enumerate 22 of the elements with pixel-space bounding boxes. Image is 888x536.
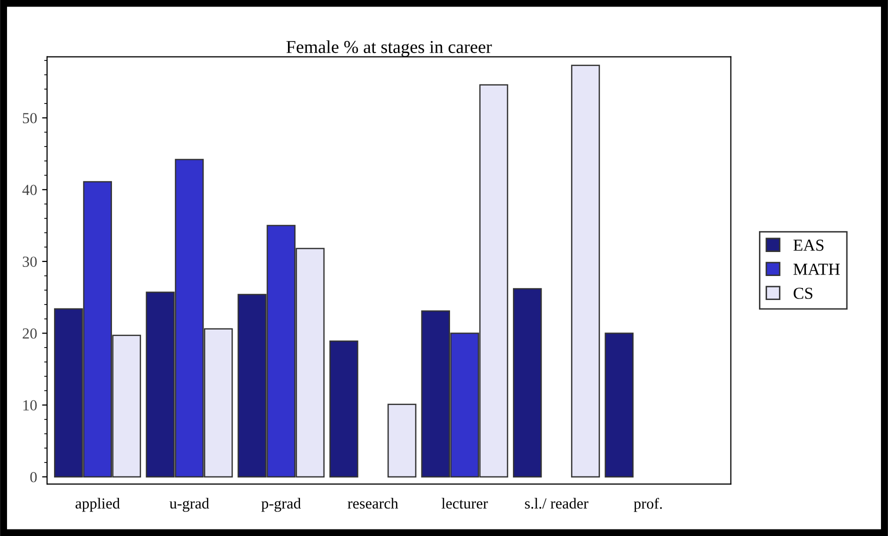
x-tick-label: u-grad <box>170 498 210 512</box>
y-tick-label: 50 <box>22 112 37 124</box>
x-tick-label: research <box>348 498 398 509</box>
bar <box>571 64 600 478</box>
legend-label: MATH <box>793 264 840 275</box>
x-tick-label: prof. <box>634 498 662 512</box>
legend-label: CS <box>794 288 812 299</box>
y-tick-label: 40 <box>22 184 37 196</box>
chart-title: Female % at stages in career <box>286 40 492 57</box>
x-tick-label: s.l./ reader <box>525 498 588 509</box>
x-tick-label: lecturer <box>442 498 488 509</box>
bar <box>388 404 416 478</box>
legend-label: EAS <box>793 240 824 251</box>
bar <box>512 288 542 478</box>
y-tick-label: 20 <box>22 328 37 339</box>
x-tick-label: applied <box>76 498 120 512</box>
bar <box>329 340 358 478</box>
y-tick-label: 0 <box>30 472 37 482</box>
x-tick-label: p-grad <box>261 498 301 512</box>
y-tick-label: 30 <box>22 256 37 267</box>
y-tick-label: 10 <box>23 400 37 410</box>
bar <box>604 332 634 478</box>
